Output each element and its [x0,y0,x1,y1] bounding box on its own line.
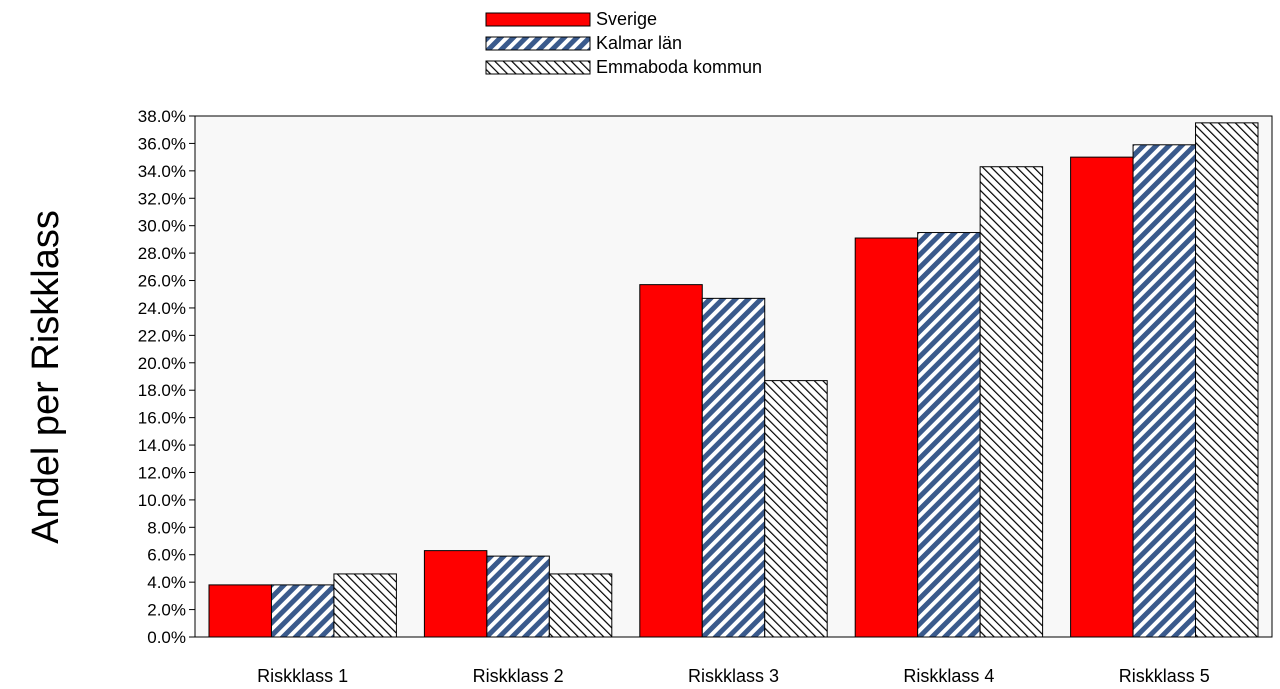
x-tick-label: Riskklass 5 [1119,666,1210,686]
bar-sverige-5 [1070,156,1134,638]
bars-group [208,122,1259,638]
bar-sverige-3 [639,284,703,638]
y-tick-label: 26.0% [138,272,186,291]
y-tick-label: 18.0% [138,381,186,400]
y-tick-label: 12.0% [138,463,186,482]
x-tick-label: Riskklass 4 [903,666,994,686]
x-tick-label: Riskklass 1 [257,666,348,686]
x-axis: Riskklass 1 Riskklass 2 Riskklass 3 Riskkla… [257,666,1210,686]
y-tick-label: 14.0% [138,436,186,455]
bar-kalmar-l-n-5 [1132,144,1197,638]
y-tick-label: 10.0% [138,491,186,510]
y-tick-label: 34.0% [138,162,186,181]
y-tick-label: 8.0% [147,518,186,537]
y-tick-label: 0.0% [147,628,186,647]
y-tick-label: 38.0% [138,107,186,126]
y-tick-label: 6.0% [147,546,186,565]
y-tick-label: 32.0% [138,189,186,208]
legend-swatch [485,60,591,75]
legend-label: Sverige [596,9,657,29]
bar-emmaboda-kommun-1 [333,573,397,638]
bar-kalmar-l-n-4 [917,232,981,638]
legend-swatch [485,36,591,51]
x-tick-label: Riskklass 3 [688,666,779,686]
bar-emmaboda-kommun-5 [1195,122,1259,638]
legend-swatch [485,12,591,27]
x-tick-label: Riskklass 2 [473,666,564,686]
y-tick-label: 20.0% [138,354,186,373]
bar-emmaboda-kommun-2 [548,573,613,638]
y-axis: 0.0% 2.0% 4.0% 6.0% 8.0% 10.0% 12.0% 14.0% 16.0%… [138,107,196,647]
y-tick-label: 16.0% [138,409,186,428]
bar-sverige-1 [208,584,272,638]
y-tick-label: 2.0% [147,601,186,620]
y-tick-label: 36.0% [138,134,186,153]
bar-emmaboda-kommun-4 [979,166,1044,638]
y-tick-label: 30.0% [138,217,186,236]
bar-kalmar-l-n-3 [701,297,766,638]
legend-label: Emmaboda kommun [596,57,762,77]
y-tick-label: 4.0% [147,573,186,592]
legend: Sverige Kalmar län Emmaboda kommun [485,9,762,77]
y-tick-label: 22.0% [138,326,186,345]
bar-kalmar-l-n-1 [270,584,335,638]
y-tick-label: 24.0% [138,299,186,318]
y-axis-label: Andel per Riskklass [25,210,67,544]
legend-label: Kalmar län [596,33,682,53]
bar-sverige-2 [423,550,488,638]
bar-kalmar-l-n-2 [486,555,550,638]
bar-emmaboda-kommun-3 [764,380,828,638]
bar-sverige-4 [854,237,919,638]
y-tick-label: 28.0% [138,244,186,263]
